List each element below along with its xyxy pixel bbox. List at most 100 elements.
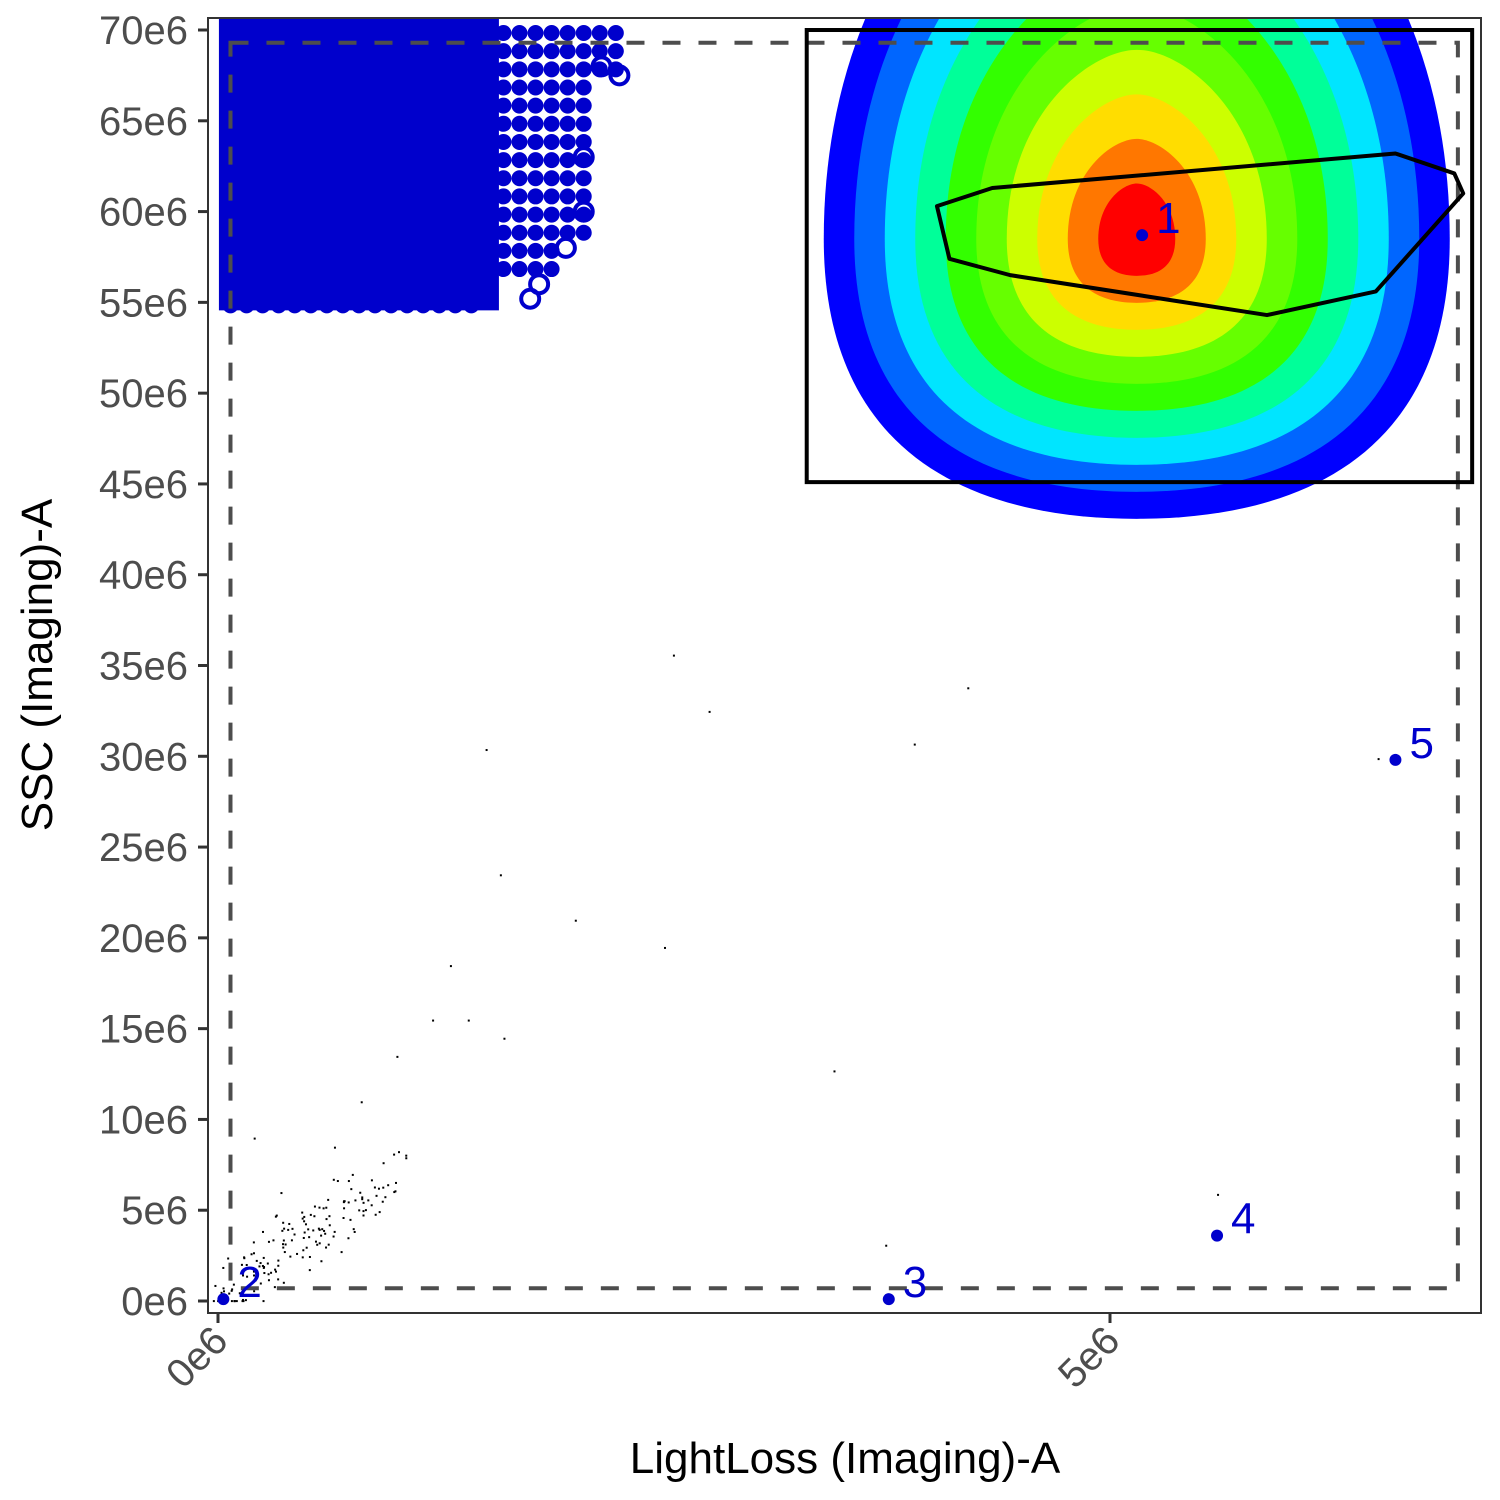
cluster-point xyxy=(511,261,528,278)
noise-point xyxy=(230,1289,233,1292)
cluster-point xyxy=(495,43,512,60)
cluster-point xyxy=(318,97,335,114)
cluster-point xyxy=(334,43,351,60)
cluster-point xyxy=(286,170,303,187)
noise-point xyxy=(314,1240,317,1243)
cluster-point xyxy=(415,133,432,150)
cluster-point xyxy=(270,133,287,150)
rectangle-gate[interactable] xyxy=(804,28,1475,485)
cluster-point xyxy=(527,115,544,132)
cluster-point xyxy=(415,297,432,314)
cluster-point xyxy=(350,279,367,296)
noise-point xyxy=(384,1196,387,1199)
noise-point xyxy=(381,1200,384,1203)
cluster-point xyxy=(431,297,448,314)
cluster-point xyxy=(463,206,480,223)
y-tick-label: 20e6 xyxy=(99,917,188,961)
population-center-2[interactable] xyxy=(217,1293,230,1306)
cluster-point xyxy=(222,242,239,259)
cluster-point xyxy=(238,79,255,96)
noise-point xyxy=(305,1246,308,1249)
cluster-point xyxy=(575,61,592,78)
noise-point xyxy=(303,1231,306,1234)
noise-point xyxy=(293,1233,296,1236)
population-center-3[interactable] xyxy=(882,1293,895,1306)
cluster-point xyxy=(254,297,271,314)
cluster-point xyxy=(511,242,528,259)
noise-point xyxy=(361,1196,364,1199)
outer-dashed-gate[interactable] xyxy=(228,40,1460,1291)
cluster-point xyxy=(543,170,560,187)
cluster-point xyxy=(527,79,544,96)
cluster-point xyxy=(415,224,432,241)
noise-point xyxy=(309,1213,312,1216)
noise-point xyxy=(253,1137,256,1140)
cluster-point xyxy=(383,206,400,223)
cluster-point xyxy=(479,133,496,150)
noise-point xyxy=(242,1274,245,1277)
cluster-point xyxy=(415,152,432,169)
cluster-point xyxy=(318,25,335,42)
polygon-gate[interactable] xyxy=(934,151,1466,318)
cluster-point xyxy=(463,115,480,132)
cluster-point xyxy=(302,242,319,259)
noise-point xyxy=(333,1146,336,1149)
cluster-point xyxy=(415,188,432,205)
cluster-point xyxy=(254,79,271,96)
density-contour xyxy=(823,18,1450,519)
noise-point xyxy=(296,1252,299,1255)
cluster-point xyxy=(479,224,496,241)
cluster-point xyxy=(559,170,576,187)
cluster-point xyxy=(575,25,592,42)
cluster-point xyxy=(383,188,400,205)
noise-point xyxy=(270,1271,273,1274)
cluster-point xyxy=(334,206,351,223)
cluster-point xyxy=(350,224,367,241)
cluster-point xyxy=(447,115,464,132)
noise-point xyxy=(343,1200,346,1203)
cluster-point xyxy=(222,170,239,187)
cluster-point xyxy=(559,25,576,42)
cluster-point xyxy=(495,152,512,169)
cluster-point xyxy=(399,170,416,187)
noise-point xyxy=(245,1263,248,1266)
cluster-point xyxy=(383,97,400,114)
cluster-point xyxy=(238,242,255,259)
cluster-point xyxy=(238,261,255,278)
cluster-point xyxy=(366,133,383,150)
noise-point xyxy=(266,1262,269,1265)
cluster-point xyxy=(366,242,383,259)
noise-point xyxy=(301,1256,304,1259)
noise-point xyxy=(318,1228,321,1231)
cluster-point xyxy=(543,152,560,169)
noise-point xyxy=(284,1243,287,1246)
noise-point xyxy=(485,749,488,752)
population-center-1[interactable] xyxy=(1136,229,1149,242)
noise-point xyxy=(283,1251,286,1254)
cluster-point xyxy=(350,133,367,150)
population-center-5[interactable] xyxy=(1389,753,1402,766)
noise-point xyxy=(405,1157,408,1160)
noise-point xyxy=(275,1214,278,1217)
noise-points xyxy=(212,654,1380,1303)
cluster-point xyxy=(350,152,367,169)
noise-point xyxy=(367,1199,370,1202)
cluster-point xyxy=(479,188,496,205)
cluster-point xyxy=(447,242,464,259)
noise-point xyxy=(223,1290,226,1293)
cluster-point xyxy=(366,79,383,96)
cluster-point xyxy=(286,43,303,60)
cluster-point xyxy=(431,279,448,296)
cluster-point xyxy=(350,242,367,259)
cluster-point xyxy=(350,188,367,205)
cluster-point xyxy=(575,170,592,187)
cluster-point xyxy=(527,152,544,169)
noise-point xyxy=(281,1243,284,1246)
population-center-4[interactable] xyxy=(1211,1229,1224,1242)
noise-point xyxy=(378,1211,381,1214)
cluster-point xyxy=(350,25,367,42)
cluster-point xyxy=(511,25,528,42)
cluster-point xyxy=(270,25,287,42)
noise-point xyxy=(1217,1193,1220,1196)
cluster-point xyxy=(383,279,400,296)
